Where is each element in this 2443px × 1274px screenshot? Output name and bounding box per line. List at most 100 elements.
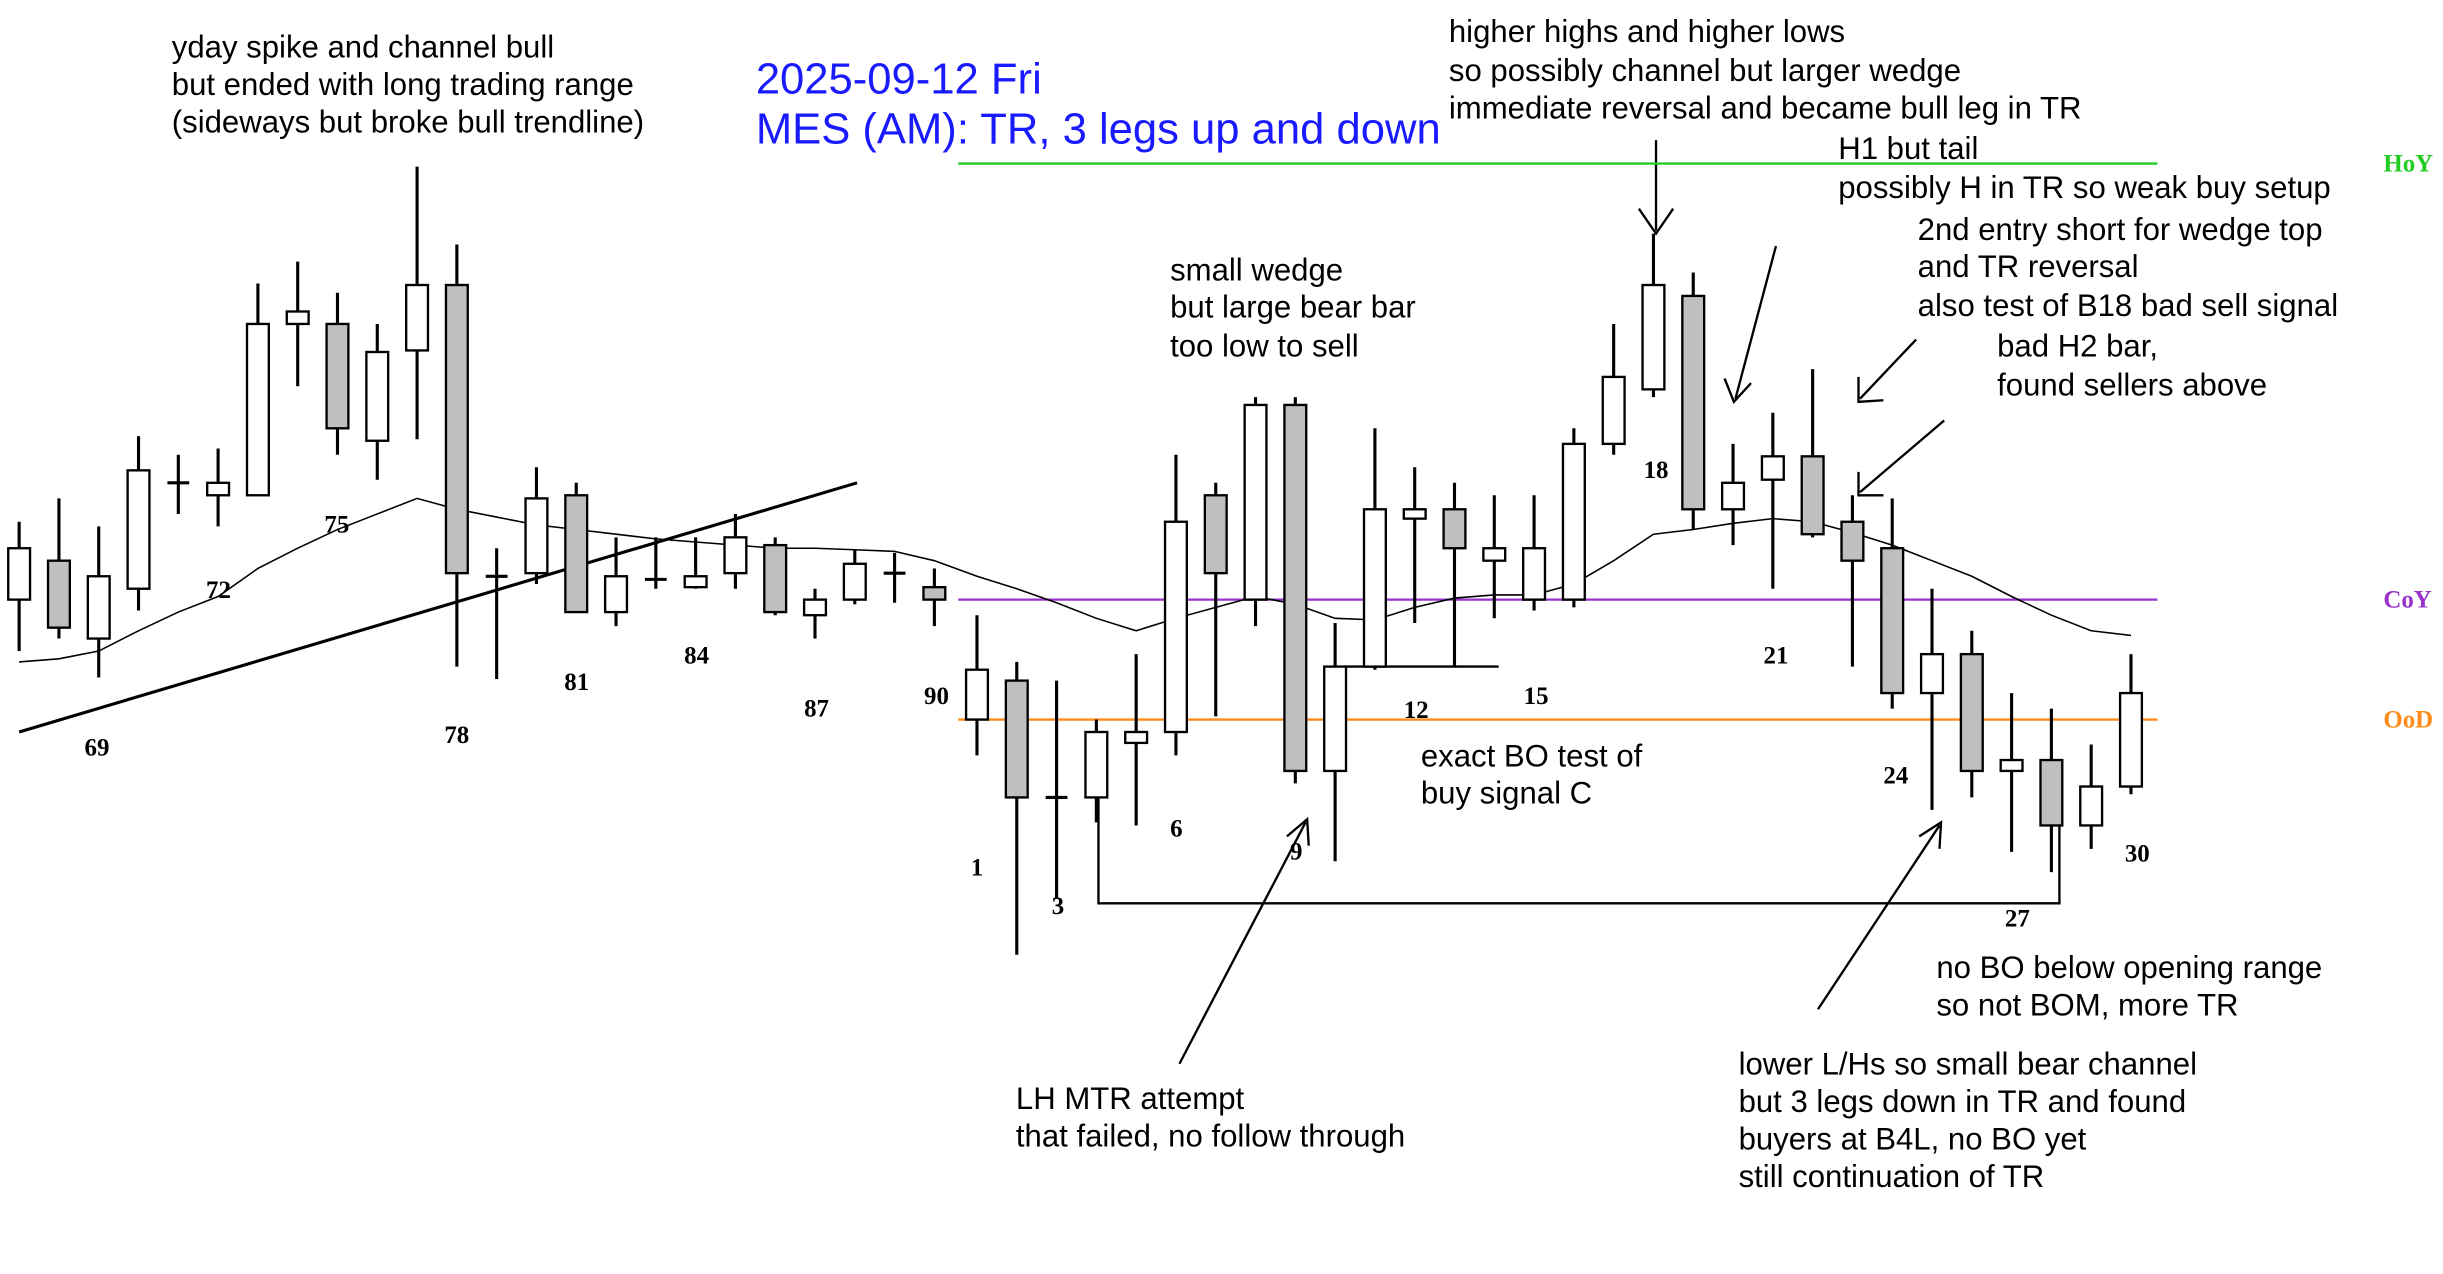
annotation: possibly H in TR so weak buy setup — [1838, 170, 2330, 205]
annotation: lower L/Hs so small bear channel — [1739, 1047, 2197, 1082]
candle-body — [245, 322, 270, 497]
candle-body — [405, 283, 430, 352]
candle-body — [1442, 508, 1467, 550]
candle-body — [683, 575, 708, 589]
candle-body — [7, 547, 32, 601]
annotation: bad H2 bar, — [1997, 329, 2158, 364]
annotation: 2nd entry short for wedge top — [1918, 212, 2323, 247]
candle-body — [365, 350, 390, 442]
candle-body — [1641, 283, 1666, 391]
bar-number: 81 — [564, 669, 589, 696]
candle-body — [1720, 481, 1746, 511]
chart-title: 2025-09-12 Fri — [756, 55, 1042, 103]
candle-body — [1522, 547, 1547, 601]
level-label: CoY — [2383, 586, 2431, 613]
candle-body — [1323, 665, 1348, 773]
candle-body — [126, 469, 151, 590]
bar-number: 30 — [2125, 840, 2150, 867]
bar-number: 3 — [1052, 893, 1064, 920]
candle-body — [1283, 403, 1308, 773]
candle-body — [802, 598, 828, 617]
annotation: small wedge — [1170, 252, 1343, 287]
candle-body — [206, 481, 231, 497]
annotation: but large bear bar — [1170, 290, 1416, 325]
annotation: so not BOM, more TR — [1936, 987, 2238, 1022]
candle-body — [1362, 508, 1387, 668]
annotation: too low to sell — [1170, 329, 1359, 364]
annotation: (sideways but broke bull trendline) — [172, 104, 644, 139]
annotation: still continuation of TR — [1739, 1159, 2045, 1194]
candle-body — [1681, 294, 1706, 511]
candle-body — [922, 585, 947, 601]
candle-body — [723, 536, 748, 575]
bar-number: 12 — [1404, 697, 1429, 724]
candle-body — [2079, 785, 2104, 827]
annotation: higher highs and higher lows — [1449, 14, 1845, 49]
chart-subtitle: MES (AM): TR, 3 legs up and down — [756, 105, 1441, 153]
annotation: buyers at B4L, no BO yet — [1739, 1121, 2087, 1156]
bar-number: 27 — [2005, 906, 2030, 933]
level-label: OoD — [2383, 706, 2433, 733]
candle-body — [524, 497, 549, 575]
candle-body — [1203, 494, 1228, 575]
bar-number: 84 — [684, 642, 709, 669]
candle-body — [842, 562, 867, 601]
annotation: yday spike and channel bull — [172, 30, 554, 65]
annotations: yday spike and channel bull but ended wi… — [172, 14, 2338, 1194]
bar-number: 69 — [85, 734, 110, 761]
trendline — [18, 481, 858, 734]
candle-body — [1959, 652, 1984, 773]
range-bracket — [1097, 797, 2061, 905]
bar-number: 24 — [1883, 762, 1908, 789]
candle-body — [1760, 455, 1785, 481]
candle-body — [1601, 375, 1626, 446]
annotation: exact BO test of — [1421, 738, 1643, 773]
candle-body — [86, 575, 111, 640]
bar-number: 15 — [1524, 683, 1549, 710]
candle-body — [325, 322, 350, 430]
annotation: no BO below opening range — [1936, 950, 2322, 985]
candle-body — [1482, 547, 1507, 562]
candle-body — [1402, 508, 1427, 520]
candle-body — [1124, 730, 1149, 745]
candle-body — [1800, 455, 1825, 536]
bar-number: 78 — [444, 722, 469, 749]
annotation: so possibly channel but larger wedge — [1449, 53, 1961, 88]
annotation: found sellers above — [1997, 368, 2267, 403]
candle-body — [1163, 520, 1189, 734]
bar-number: 21 — [1764, 642, 1789, 669]
bar-number: 9 — [1290, 839, 1302, 866]
candle-body — [1919, 652, 1945, 695]
candle-body — [1243, 403, 1268, 601]
bar-number: 87 — [804, 695, 829, 722]
annotation: but 3 legs down in TR and found — [1739, 1084, 2187, 1119]
candle-body — [285, 310, 310, 326]
annotation: but ended with long trading range — [172, 67, 634, 102]
candle-body — [603, 575, 629, 614]
annotation: H1 but tail — [1838, 131, 1978, 166]
bar-number: 75 — [324, 512, 349, 539]
candle-body — [2039, 758, 2064, 827]
arrows — [1178, 140, 1945, 1065]
candle-body — [1561, 442, 1586, 601]
candle-body — [564, 494, 589, 614]
candle-body — [1004, 679, 1029, 799]
bar-number: 90 — [924, 683, 949, 710]
annotation: that failed, no follow through — [1016, 1118, 1405, 1153]
moving-average — [19, 497, 2132, 663]
candle-body — [46, 559, 72, 629]
candle-body — [763, 543, 788, 614]
candle-body — [1880, 547, 1905, 695]
candle-body — [1999, 758, 2024, 773]
bar-number: 6 — [1170, 815, 1182, 842]
bar-numbers: 69 72 75 78 81 84 87 90 1 3 6 9 12 15 18… — [85, 457, 2150, 933]
candle-body — [2118, 691, 2144, 788]
annotation: buy signal C — [1421, 776, 1592, 811]
candle-body — [1084, 730, 1109, 799]
annotation: and TR reversal — [1918, 249, 2139, 284]
bar-number: 72 — [206, 577, 231, 604]
candle-body — [444, 283, 469, 575]
annotation: immediate reversal and became bull leg i… — [1449, 90, 2082, 125]
